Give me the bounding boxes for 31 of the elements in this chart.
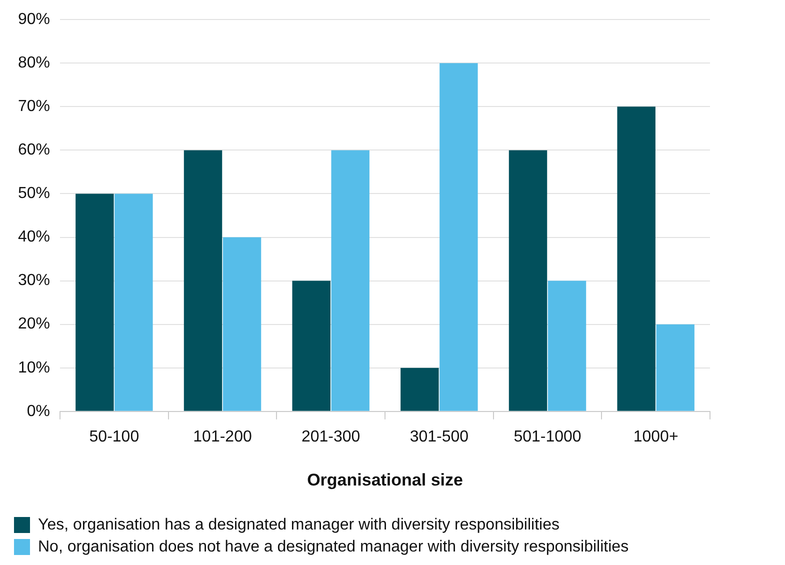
x-tick-label: 201-300 <box>301 428 360 446</box>
legend-label: No, organisation does not have a designated manager with diversity responsibilities <box>38 538 629 556</box>
bar <box>617 106 656 411</box>
y-tick-label: 90% <box>18 11 50 28</box>
bar <box>76 194 114 411</box>
bar <box>440 63 478 411</box>
y-tick-label: 40% <box>18 228 50 246</box>
bar <box>222 237 262 411</box>
x-tick-label: 301-500 <box>410 428 469 446</box>
bar <box>400 368 439 411</box>
x-tick-label: 1000+ <box>633 428 678 446</box>
y-tick-label: 20% <box>18 316 50 333</box>
x-tick-label: 501-1000 <box>514 428 582 446</box>
y-tick-label: 70% <box>18 98 50 116</box>
bar <box>292 280 330 411</box>
bar <box>331 150 370 411</box>
x-tick-label: 50-100 <box>89 428 140 446</box>
bar <box>114 194 153 411</box>
y-tick-label: 60% <box>18 142 50 159</box>
y-tick-label: 0% <box>26 402 50 420</box>
x-tick-label: 101-200 <box>193 428 252 446</box>
y-tick-label: 10% <box>18 359 50 376</box>
bar <box>508 150 548 411</box>
y-tick-label: 80% <box>18 54 50 72</box>
bar <box>184 150 222 411</box>
legend-label: Yes, organisation has a designated manager with diversity responsibilities <box>38 516 560 534</box>
x-axis-title: Organisational size <box>307 470 463 490</box>
bar <box>548 280 586 411</box>
y-tick-label: 50% <box>18 185 50 202</box>
bar <box>656 324 694 411</box>
y-tick-label: 30% <box>18 272 50 290</box>
